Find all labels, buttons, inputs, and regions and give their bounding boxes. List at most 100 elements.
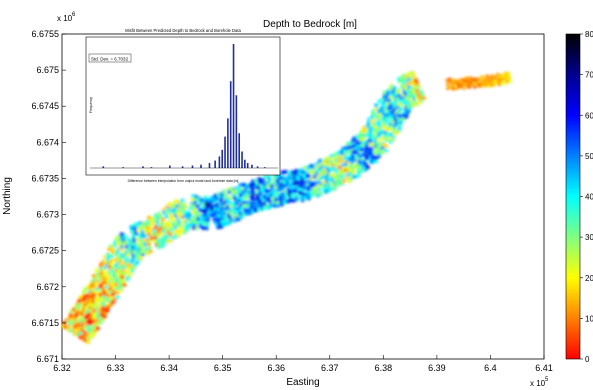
map-cell	[475, 83, 479, 87]
map-cell	[386, 128, 391, 132]
map-cell	[244, 190, 249, 195]
map-cell	[396, 96, 401, 101]
map-cell	[100, 274, 105, 279]
map-cell	[327, 156, 331, 161]
y-axis-ticks: 6.671 6.6715 6.672 6.6725 6.673 6.6735 6.674 6.…	[31, 29, 66, 364]
map-cell	[173, 211, 178, 216]
map-cell	[276, 178, 280, 183]
map-cell	[166, 204, 171, 209]
inset-title: Misfit Between Predicted Depth to Bedroc…	[125, 28, 241, 33]
map-cell	[363, 150, 368, 155]
map-cell	[192, 226, 196, 230]
x-tick-label: 6.39	[428, 363, 446, 373]
map-cell	[408, 105, 412, 110]
map-cell	[477, 78, 482, 82]
map-cell	[189, 203, 194, 208]
map-cell	[159, 215, 164, 219]
map-cell	[299, 194, 304, 199]
map-cell	[350, 155, 355, 160]
map-cell	[164, 221, 169, 226]
map-cell	[236, 186, 241, 191]
map-cell	[353, 164, 358, 169]
map-cell	[258, 191, 263, 196]
map-cell	[381, 107, 386, 111]
map-cell	[239, 215, 244, 220]
map-cell	[68, 313, 73, 317]
map-cell	[382, 142, 387, 147]
map-cell	[90, 295, 95, 300]
map-cell	[100, 281, 105, 286]
map-cell	[282, 177, 286, 182]
map-cell	[386, 131, 391, 136]
map-cell	[90, 279, 95, 284]
map-cell	[103, 272, 108, 277]
map-cell	[221, 202, 226, 207]
map-cell	[291, 171, 296, 176]
map-cell	[470, 83, 474, 87]
map-cell	[66, 319, 71, 324]
map-cell	[231, 202, 236, 206]
map-cell	[348, 157, 353, 162]
map-cell	[144, 223, 149, 228]
map-cell	[298, 170, 302, 175]
y-exponent-power: 6	[72, 12, 76, 18]
map-cell	[167, 220, 172, 225]
map-cell	[346, 159, 350, 164]
map-cell	[342, 159, 347, 164]
map-cell	[242, 192, 246, 197]
map-cell	[108, 302, 113, 307]
map-cell	[373, 131, 378, 136]
map-cell	[223, 206, 228, 211]
map-cell	[130, 230, 135, 235]
map-cell	[86, 339, 90, 344]
map-cell	[243, 195, 247, 200]
map-cell	[316, 184, 321, 189]
map-cell	[183, 205, 188, 210]
map-cell	[92, 304, 97, 309]
map-cell	[407, 72, 412, 76]
map-cell	[266, 174, 271, 179]
map-cell	[397, 109, 402, 114]
map-cell	[122, 282, 127, 287]
map-cell	[145, 251, 150, 256]
map-cell	[392, 86, 397, 90]
map-cell	[131, 265, 136, 270]
map-cell	[363, 167, 368, 172]
map-cell	[371, 153, 376, 158]
map-cell	[349, 141, 353, 146]
map-cell	[401, 79, 406, 84]
map-cell	[169, 218, 174, 223]
map-cell	[382, 90, 387, 95]
map-cell	[176, 217, 181, 222]
x-tick-label: 6.33	[107, 363, 125, 373]
inset-bar	[102, 166, 105, 168]
map-cell	[127, 238, 131, 242]
map-cell	[114, 282, 119, 287]
map-cell	[478, 82, 482, 86]
colorbar-tick-label: 50	[585, 152, 593, 161]
map-cell	[472, 78, 476, 82]
map-cell	[103, 265, 108, 270]
map-cell	[127, 242, 132, 247]
map-cell	[345, 141, 350, 146]
map-cell	[280, 184, 284, 188]
map-cell	[247, 208, 252, 213]
map-cell	[321, 164, 325, 169]
map-cell	[217, 201, 222, 206]
map-cell	[268, 181, 273, 186]
inset-annotation-box	[88, 53, 132, 63]
map-cell	[379, 127, 384, 132]
map-cell	[388, 111, 393, 116]
map-cell	[141, 224, 145, 229]
map-cell	[505, 79, 509, 84]
map-cell	[504, 71, 508, 75]
map-cell	[310, 176, 315, 181]
map-cell	[88, 286, 93, 290]
colorbar-tick-label: 20	[585, 274, 593, 283]
map-cell	[95, 314, 100, 319]
map-cell	[76, 325, 81, 330]
map-cell	[359, 130, 364, 135]
map-cell	[168, 227, 173, 232]
map-cell	[497, 83, 501, 87]
map-cell	[325, 178, 329, 183]
